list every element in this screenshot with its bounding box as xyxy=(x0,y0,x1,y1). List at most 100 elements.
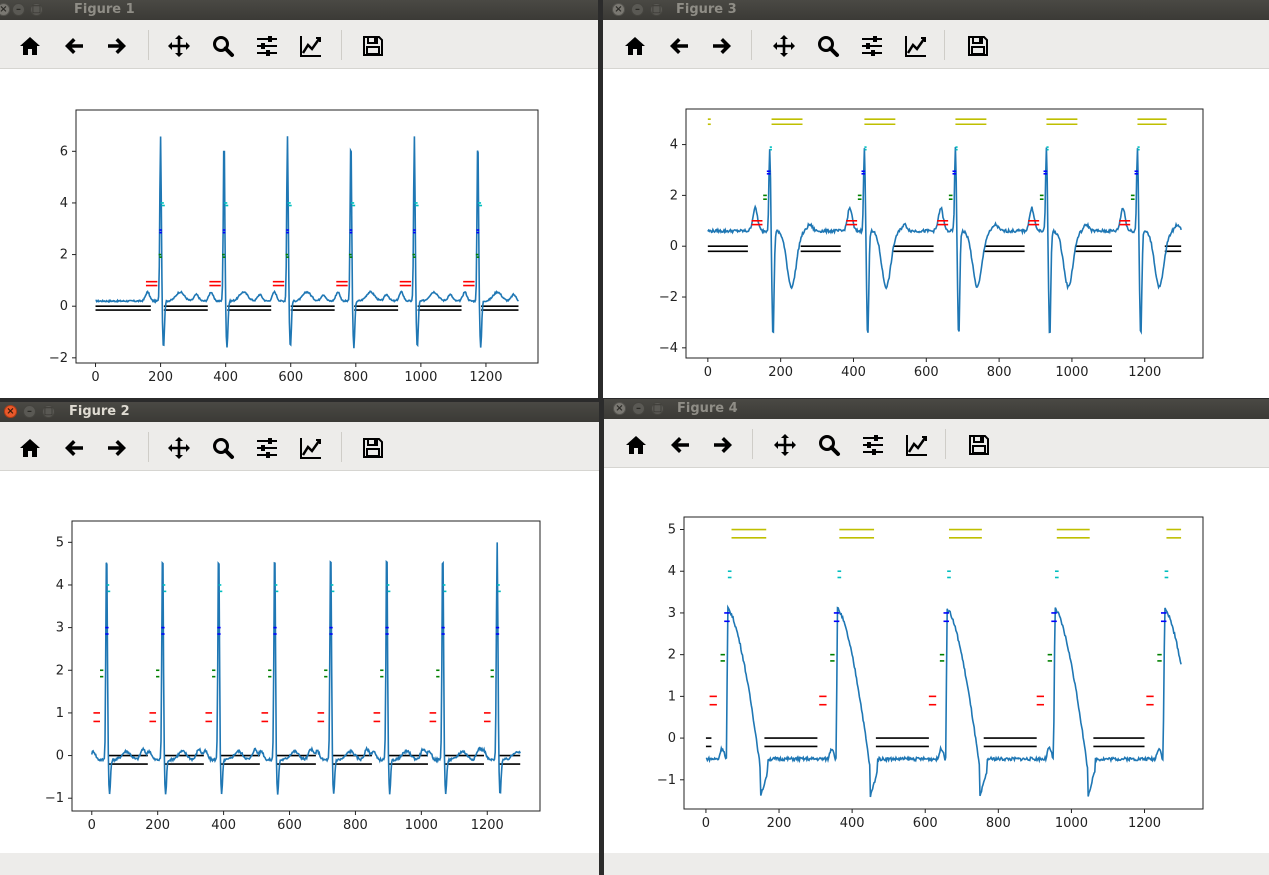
y-tick-label: 0 xyxy=(670,239,678,254)
home-button[interactable] xyxy=(18,34,42,58)
save-icon xyxy=(969,435,989,455)
x-tick-label: 800 xyxy=(343,818,368,833)
titlebar[interactable]: × – □ Figure 4 xyxy=(604,399,1269,419)
forward-arrow-icon xyxy=(713,38,731,54)
subplots-button[interactable] xyxy=(255,436,279,460)
home-button[interactable] xyxy=(624,433,648,457)
home-icon xyxy=(20,37,40,55)
plot-canvas[interactable]: 0 200 400 600 800 1000 1200 −1 0 1 2 3 4 5 xyxy=(604,468,1269,875)
save-button[interactable] xyxy=(967,433,991,457)
signal-line xyxy=(95,136,519,349)
pan-button[interactable] xyxy=(167,34,191,58)
axes-frame xyxy=(75,109,539,364)
x-tick-label: 400 xyxy=(213,370,238,385)
home-button[interactable] xyxy=(623,34,647,58)
back-arrow-button[interactable] xyxy=(667,34,691,58)
subplots-button[interactable] xyxy=(255,34,279,58)
back-arrow-button[interactable] xyxy=(62,34,86,58)
back-arrow-button[interactable] xyxy=(668,433,692,457)
x-tick-label: 1200 xyxy=(1128,816,1161,831)
minimize-window-button[interactable]: – xyxy=(12,3,25,16)
x-tick-label: 200 xyxy=(767,816,792,831)
chart-svg: 0 200 400 600 800 1000 1200 −2 0 2 4 6 xyxy=(49,109,539,385)
maximize-window-button[interactable]: □ xyxy=(650,3,663,16)
plot-canvas[interactable]: 0 200 400 600 800 1000 1200 −2 0 2 4 6 xyxy=(0,69,598,398)
figure-4-window: × – □ Figure 4 0 200 400 600 800 1000 1200 −1 0 1… xyxy=(604,399,1269,875)
home-button[interactable] xyxy=(18,436,42,460)
axes-frame xyxy=(685,108,1204,359)
forward-arrow-icon xyxy=(714,437,732,453)
zoom-button[interactable] xyxy=(816,34,840,58)
save-button[interactable] xyxy=(361,436,385,460)
pan-button[interactable] xyxy=(167,436,191,460)
zoom-button[interactable] xyxy=(817,433,841,457)
y-tick-label: 0 xyxy=(56,749,64,764)
x-tick-label: 0 xyxy=(91,370,99,385)
close-window-button[interactable]: × xyxy=(612,3,625,16)
close-window-button[interactable]: × xyxy=(613,402,626,415)
maximize-window-button[interactable]: □ xyxy=(42,405,55,418)
close-window-button[interactable]: × xyxy=(4,405,17,418)
axes-frame xyxy=(683,516,1204,810)
x-tick-label: 1200 xyxy=(1128,365,1161,380)
y-tick-label: 4 xyxy=(56,578,64,593)
zoom-button[interactable] xyxy=(211,436,235,460)
pan-button[interactable] xyxy=(772,34,796,58)
edit-axes-button[interactable] xyxy=(904,34,928,58)
edit-axes-button[interactable] xyxy=(299,34,323,58)
x-tick-label: 0 xyxy=(88,818,96,833)
plot-canvas[interactable]: 0 200 400 600 800 1000 1200 −4 −2 0 2 4 xyxy=(603,69,1269,398)
home-icon xyxy=(626,436,646,454)
toolbar-separator xyxy=(944,30,945,60)
save-button[interactable] xyxy=(966,34,990,58)
save-button[interactable] xyxy=(361,34,385,58)
edit-axes-button[interactable] xyxy=(299,436,323,460)
toolbar-separator xyxy=(148,30,149,60)
y-tick-label: −2 xyxy=(49,351,68,366)
pan-icon xyxy=(168,35,190,57)
subplots-button[interactable] xyxy=(861,433,885,457)
pan-icon xyxy=(773,35,795,57)
subplots-icon xyxy=(862,36,882,56)
pan-icon xyxy=(168,437,190,459)
maximize-window-button[interactable]: □ xyxy=(30,3,43,16)
navigation-toolbar xyxy=(603,20,1269,69)
minimize-window-button[interactable]: – xyxy=(631,3,644,16)
x-tick-label: 400 xyxy=(211,818,236,833)
x-tick-label: 0 xyxy=(702,816,710,831)
minimize-window-button[interactable]: – xyxy=(632,402,645,415)
y-tick-label: 2 xyxy=(60,248,68,263)
x-tick-label: 800 xyxy=(986,816,1011,831)
zoom-button[interactable] xyxy=(211,34,235,58)
signal-line xyxy=(91,542,521,795)
y-tick-label: 4 xyxy=(60,196,68,211)
y-tick-label: 1 xyxy=(668,689,676,704)
home-icon xyxy=(20,439,40,457)
plot-canvas[interactable]: 0 200 400 600 800 1000 1200 −1 0 1 2 3 4 5 xyxy=(0,471,599,875)
forward-arrow-button[interactable] xyxy=(105,436,129,460)
pan-button[interactable] xyxy=(773,433,797,457)
x-tick-label: 600 xyxy=(277,818,302,833)
forward-arrow-button[interactable] xyxy=(105,34,129,58)
x-tick-label: 200 xyxy=(768,365,793,380)
forward-arrow-button[interactable] xyxy=(711,433,735,457)
back-arrow-button[interactable] xyxy=(62,436,86,460)
x-tick-label: 600 xyxy=(913,816,938,831)
save-icon xyxy=(363,36,383,56)
window-title: Figure 2 xyxy=(69,404,130,419)
forward-arrow-icon xyxy=(108,440,126,456)
x-tick-label: 400 xyxy=(841,365,866,380)
y-tick-label: 6 xyxy=(60,144,68,159)
titlebar[interactable]: × – □ Figure 1 xyxy=(0,0,598,20)
edit-axes-icon xyxy=(300,36,321,57)
subplots-button[interactable] xyxy=(860,34,884,58)
titlebar[interactable]: × – □ Figure 2 xyxy=(0,402,599,422)
forward-arrow-button[interactable] xyxy=(710,34,734,58)
edit-axes-button[interactable] xyxy=(905,433,929,457)
save-icon xyxy=(968,36,988,56)
navigation-toolbar xyxy=(0,422,599,471)
maximize-window-button[interactable]: □ xyxy=(651,402,664,415)
close-window-button[interactable]: × xyxy=(0,3,10,16)
minimize-window-button[interactable]: – xyxy=(23,405,36,418)
titlebar[interactable]: × – □ Figure 3 xyxy=(603,0,1269,20)
